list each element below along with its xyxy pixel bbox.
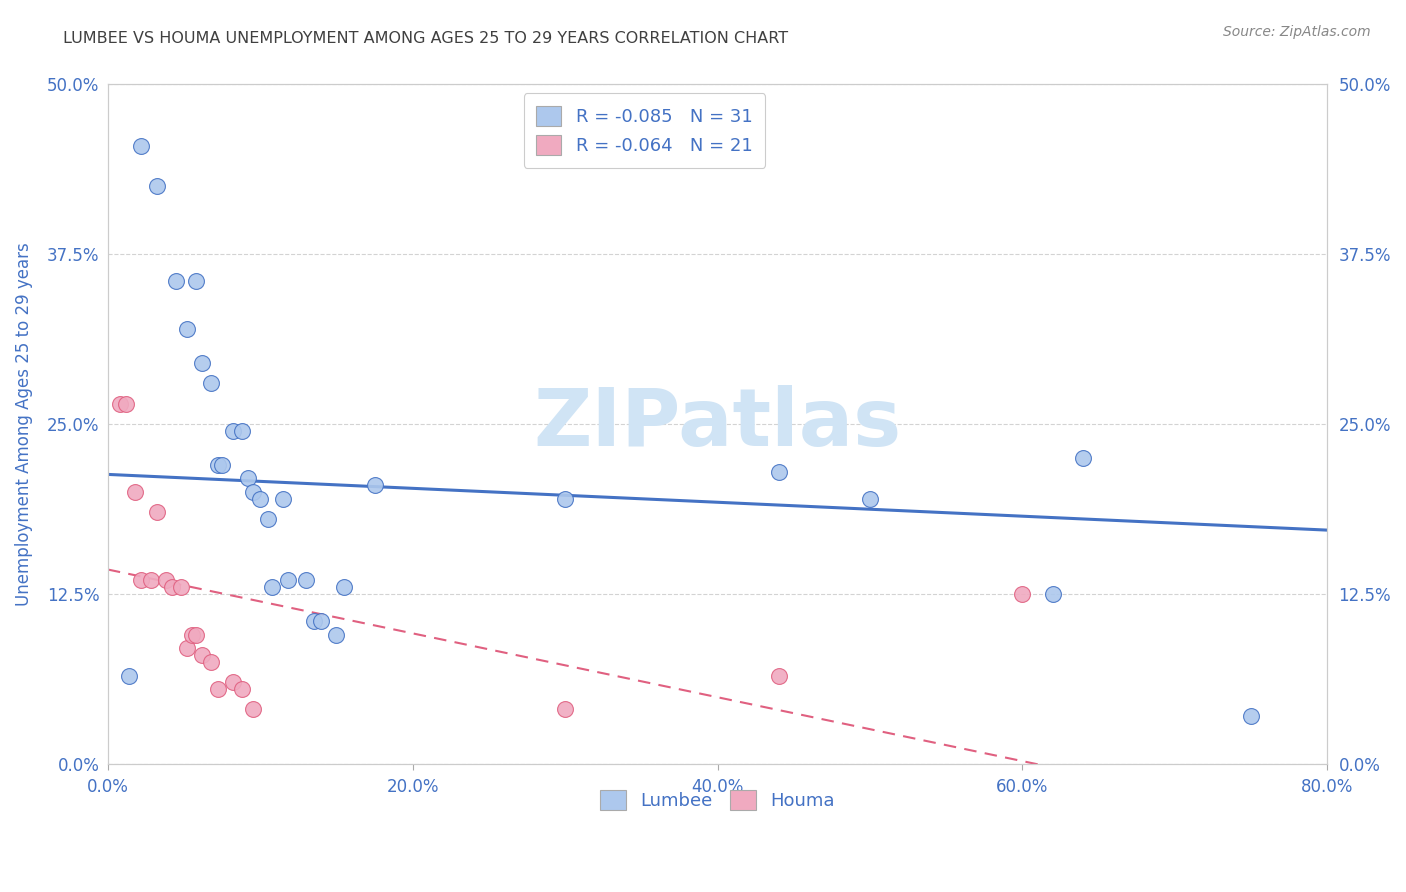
Point	[115, 397, 138, 411]
Point	[1240, 709, 1263, 723]
Point	[160, 580, 183, 594]
Point	[207, 458, 229, 472]
Point	[554, 491, 576, 506]
Point	[165, 275, 187, 289]
Point	[242, 702, 264, 716]
Point	[191, 356, 214, 370]
Text: LUMBEE VS HOUMA UNEMPLOYMENT AMONG AGES 25 TO 29 YEARS CORRELATION CHART: LUMBEE VS HOUMA UNEMPLOYMENT AMONG AGES …	[63, 31, 789, 46]
Point	[242, 485, 264, 500]
Point	[1011, 587, 1033, 601]
Point	[139, 574, 162, 588]
Point	[186, 275, 208, 289]
Point	[176, 641, 198, 656]
Point	[309, 614, 332, 628]
Point	[236, 471, 259, 485]
Point	[1042, 587, 1064, 601]
Point	[200, 376, 222, 391]
Point	[271, 491, 294, 506]
Point	[222, 675, 245, 690]
Point	[124, 485, 146, 500]
Text: Source: ZipAtlas.com: Source: ZipAtlas.com	[1223, 25, 1371, 39]
Point	[170, 580, 193, 594]
Point	[231, 682, 253, 697]
Point	[131, 138, 153, 153]
Point	[325, 628, 347, 642]
Point	[768, 465, 790, 479]
Point	[249, 491, 271, 506]
Point	[155, 574, 177, 588]
Point	[145, 179, 167, 194]
Point	[231, 424, 253, 438]
Point	[859, 491, 882, 506]
Point	[262, 580, 284, 594]
Point	[295, 574, 318, 588]
Point	[211, 458, 233, 472]
Point	[363, 478, 385, 492]
Point	[180, 628, 202, 642]
Point	[176, 322, 198, 336]
Point	[108, 397, 131, 411]
Point	[207, 682, 229, 697]
Point	[554, 702, 576, 716]
Point	[333, 580, 356, 594]
Legend: Lumbee, Houma: Lumbee, Houma	[588, 778, 848, 822]
Point	[131, 574, 153, 588]
Point	[257, 512, 280, 526]
Y-axis label: Unemployment Among Ages 25 to 29 years: Unemployment Among Ages 25 to 29 years	[15, 243, 32, 606]
Point	[222, 424, 245, 438]
Point	[186, 628, 208, 642]
Point	[145, 505, 167, 519]
Point	[191, 648, 214, 662]
Point	[302, 614, 325, 628]
Point	[277, 574, 299, 588]
Text: ZIPatlas: ZIPatlas	[533, 385, 901, 463]
Point	[118, 668, 141, 682]
Point	[1073, 451, 1095, 466]
Point	[768, 668, 790, 682]
Point	[200, 655, 222, 669]
